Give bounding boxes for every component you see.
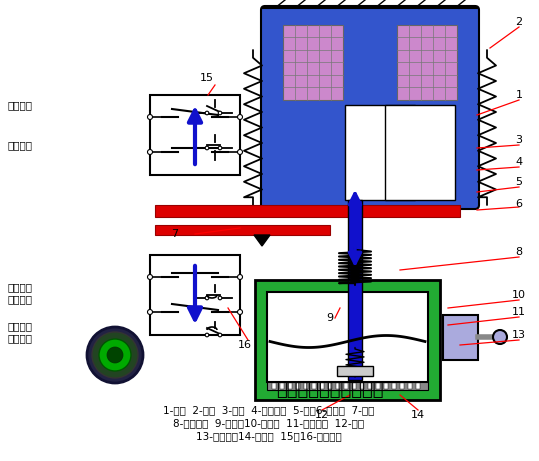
Circle shape [148,149,153,154]
Circle shape [205,146,209,150]
Circle shape [107,347,123,363]
Bar [376,383,380,389]
Circle shape [205,111,209,115]
Bar [352,383,356,389]
Circle shape [148,309,153,314]
Bar [384,383,388,389]
Circle shape [87,327,143,383]
Text: 5: 5 [515,177,522,187]
Circle shape [92,332,138,378]
Bar [288,383,292,389]
Text: 瞬动常闭: 瞬动常闭 [8,140,33,150]
Circle shape [218,111,222,115]
Text: 1-线圈  2-铁心  3-衔铁  4-反力弹簧  5-推板6-活塞杆  7-杠杆: 1-线圈 2-铁心 3-衔铁 4-反力弹簧 5-推板6-活塞杆 7-杠杆 [163,405,375,415]
Bar [400,383,404,389]
Bar [320,383,324,389]
Circle shape [238,114,243,119]
Text: 8-塔形弹簧  9-弱弹簧10-橡皮膜  11-空气室壁  12-活塞: 8-塔形弹簧 9-弱弹簧10-橡皮膜 11-空气室壁 12-活塞 [174,418,364,428]
Circle shape [238,149,243,154]
Text: 7: 7 [171,229,178,239]
Bar [150,95,240,175]
Polygon shape [254,235,270,246]
Text: 12: 12 [315,410,329,420]
Circle shape [205,333,209,337]
Bar [345,105,415,200]
Circle shape [205,296,209,300]
Bar [312,383,316,389]
Bar [337,366,373,376]
Circle shape [238,309,243,314]
Bar [408,383,412,389]
Text: 延时闭合
常开触头: 延时闭合 常开触头 [8,321,33,343]
Bar [267,382,428,390]
Bar [150,255,240,335]
Text: 6: 6 [515,199,522,209]
Bar [397,25,457,100]
Circle shape [218,146,222,150]
Bar [392,383,396,389]
Text: 14: 14 [411,410,425,420]
Bar [368,383,372,389]
Text: 10: 10 [512,290,526,300]
Bar [296,383,300,389]
Circle shape [218,333,222,337]
Bar [328,383,332,389]
Bar [348,200,362,380]
Bar [360,383,364,389]
Bar [283,25,343,100]
Circle shape [218,296,222,300]
Circle shape [148,114,153,119]
Bar [304,383,308,389]
Bar [272,383,276,389]
Text: 延时断开
常闭触头: 延时断开 常闭触头 [8,282,33,304]
Text: 瞬动常开: 瞬动常开 [8,100,33,110]
Text: 4: 4 [515,157,523,167]
Text: 15: 15 [200,73,214,83]
Bar [155,205,460,217]
Text: 通电延时型时间继电器: 通电延时型时间继电器 [277,381,384,399]
Bar [267,292,428,382]
Text: 8: 8 [515,247,523,257]
Circle shape [99,339,131,371]
Circle shape [493,330,507,344]
Circle shape [238,274,243,279]
Text: 11: 11 [512,307,526,317]
Circle shape [148,274,153,279]
Bar [336,383,340,389]
Text: 9: 9 [327,313,334,323]
Bar [255,280,440,400]
Bar [155,225,330,235]
Bar [344,383,348,389]
Text: 1: 1 [515,90,522,100]
Bar [280,383,284,389]
Bar [443,315,478,360]
Text: 13-调节螺杆14-进气孔  15、16-微动开关: 13-调节螺杆14-进气孔 15、16-微动开关 [196,431,342,441]
Text: 3: 3 [515,135,522,145]
Bar [385,105,455,200]
Text: 2: 2 [515,17,523,27]
Text: 13: 13 [512,330,526,340]
Bar [416,383,420,389]
Text: 16: 16 [238,340,252,350]
FancyBboxPatch shape [261,6,479,209]
